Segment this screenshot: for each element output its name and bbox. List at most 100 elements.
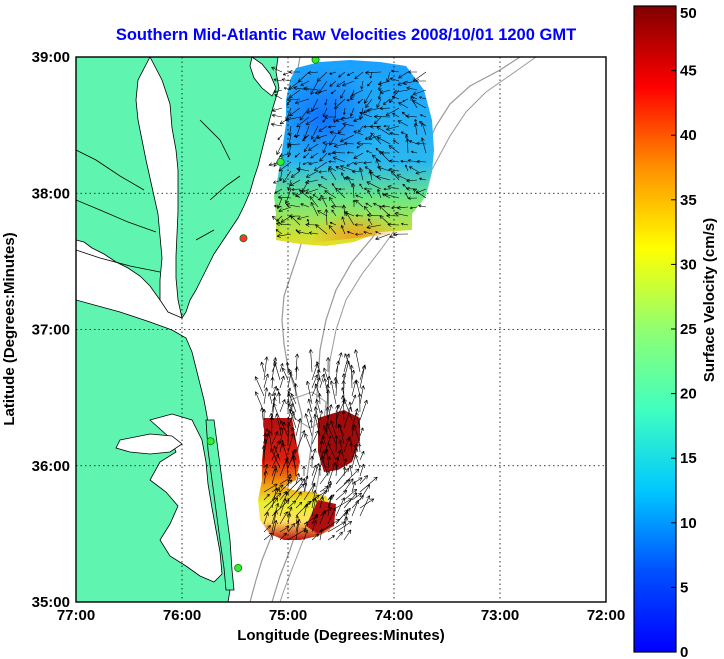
- velocity-arrow: [408, 70, 418, 74]
- velocity-arrow: [374, 116, 382, 125]
- velocity-arrow: [295, 500, 312, 517]
- velocity-arrow: [319, 470, 330, 485]
- velocity-arrow: [308, 231, 319, 235]
- velocity-arrow: [389, 233, 400, 239]
- velocity-arrow: [386, 213, 400, 218]
- velocity-arrow: [263, 483, 278, 493]
- x-tick-labels: 77:00 76:00 75:00 74:00 73:00 72:00: [57, 607, 625, 624]
- y-tick-label: 36:00: [32, 458, 70, 475]
- velocity-arrow: [382, 98, 391, 106]
- velocity-arrow: [307, 398, 313, 413]
- velocity-arrow: [271, 484, 284, 493]
- velocity-arrow: [319, 518, 340, 533]
- colorbar-tick-label: 20: [680, 386, 697, 403]
- velocity-arrow: [335, 467, 350, 485]
- velocity-arrow: [346, 151, 355, 155]
- velocity-arrow: [359, 385, 365, 405]
- velocity-arrow: [402, 80, 418, 86]
- velocity-arrow: [329, 221, 337, 226]
- velocity-arrow: [338, 71, 346, 78]
- plot-frame: [75, 56, 607, 603]
- velocity-arrow: [405, 114, 418, 119]
- velocity-arrow: [311, 519, 317, 533]
- velocity-arrow: [352, 199, 356, 208]
- velocity-arrow: [328, 167, 337, 181]
- station-5-marker: [234, 563, 243, 572]
- velocity-arrow: [418, 204, 427, 208]
- velocity-arrow: [283, 87, 292, 91]
- velocity-arrow: [388, 145, 400, 154]
- pamlico-sound: [149, 413, 223, 583]
- velocity-arrow: [320, 194, 328, 208]
- velocity-arrow: [409, 166, 418, 172]
- velocity-arrow: [280, 215, 292, 223]
- velocity-arrow: [351, 394, 357, 405]
- velocity-arrow: [318, 170, 328, 174]
- velocity-arrow: [282, 170, 292, 184]
- velocity-arrow: [319, 373, 326, 389]
- velocity-arrow: [263, 432, 268, 445]
- velocity-arrow: [328, 225, 337, 235]
- velocity-arrow: [343, 492, 358, 509]
- velocity-arrow: [322, 107, 328, 118]
- velocity-arrow: [311, 498, 318, 517]
- velocity-arrow: [317, 197, 328, 201]
- velocity-arrow: [346, 230, 355, 235]
- velocity-arrow: [311, 533, 320, 541]
- velocity-arrow: [365, 70, 382, 75]
- velocity-arrow: [310, 125, 319, 140]
- velocity-arrow: [335, 404, 340, 429]
- velocity-arrow: [287, 473, 292, 485]
- delaware-bay: [249, 57, 277, 97]
- velocity-arrow: [334, 98, 346, 109]
- velocity-arrow: [412, 188, 427, 199]
- velocity-arrow: [279, 152, 292, 158]
- velocity-arrow: [391, 170, 400, 181]
- velocity-arrow: [350, 107, 355, 117]
- velocity-arrow: [308, 143, 319, 151]
- velocity-arrow: [354, 223, 364, 227]
- velocity-arrow: [287, 477, 303, 493]
- velocity-arrow: [271, 392, 277, 413]
- velocity-arrow: [260, 407, 265, 429]
- plot-area: [76, 57, 606, 602]
- velocity-arrow: [296, 167, 310, 172]
- velocity-arrow: [419, 177, 427, 181]
- x-tick-label: 72:00: [587, 607, 625, 624]
- velocity-arrow: [359, 475, 369, 485]
- velocity-arrow: [297, 215, 310, 221]
- velocity-arrow: [326, 357, 331, 373]
- velocity-arrow: [406, 178, 418, 183]
- velocity-arrow: [287, 512, 292, 525]
- velocity-arrow: [359, 427, 364, 437]
- velocity-arrow: [329, 130, 346, 136]
- velocity-arrow: [270, 376, 275, 389]
- velocity-arrow: [279, 511, 288, 525]
- velocity-arrow: [377, 80, 391, 86]
- velocity-arrow: [295, 518, 301, 541]
- velocity-arrow: [263, 511, 269, 525]
- velocity-arrow: [294, 353, 300, 373]
- velocity-arrow: [263, 356, 269, 381]
- velocity-arrow: [343, 529, 352, 541]
- velocity-arrow: [420, 137, 427, 154]
- velocity-arrow: [342, 122, 355, 127]
- velocity-arrow: [332, 156, 346, 163]
- velocity-arrow: [371, 154, 382, 163]
- velocity-arrow: [420, 114, 427, 118]
- velocity-arrow: [343, 437, 351, 453]
- velocity-arrow: [273, 78, 283, 82]
- velocity-arrow: [349, 364, 354, 389]
- velocity-arrow: [313, 134, 319, 143]
- velocity-arrow: [285, 116, 301, 122]
- velocity-arrow: [313, 161, 328, 171]
- velocity-arrow: [366, 181, 382, 190]
- velocity-arrow: [267, 392, 273, 405]
- velocity-arrow: [353, 161, 364, 165]
- station-3-marker: [239, 234, 248, 243]
- y-tick-label: 37:00: [32, 322, 70, 339]
- velocity-arrow: [410, 150, 418, 154]
- velocity-arrow: [350, 89, 364, 97]
- velocity-arrow: [281, 443, 289, 461]
